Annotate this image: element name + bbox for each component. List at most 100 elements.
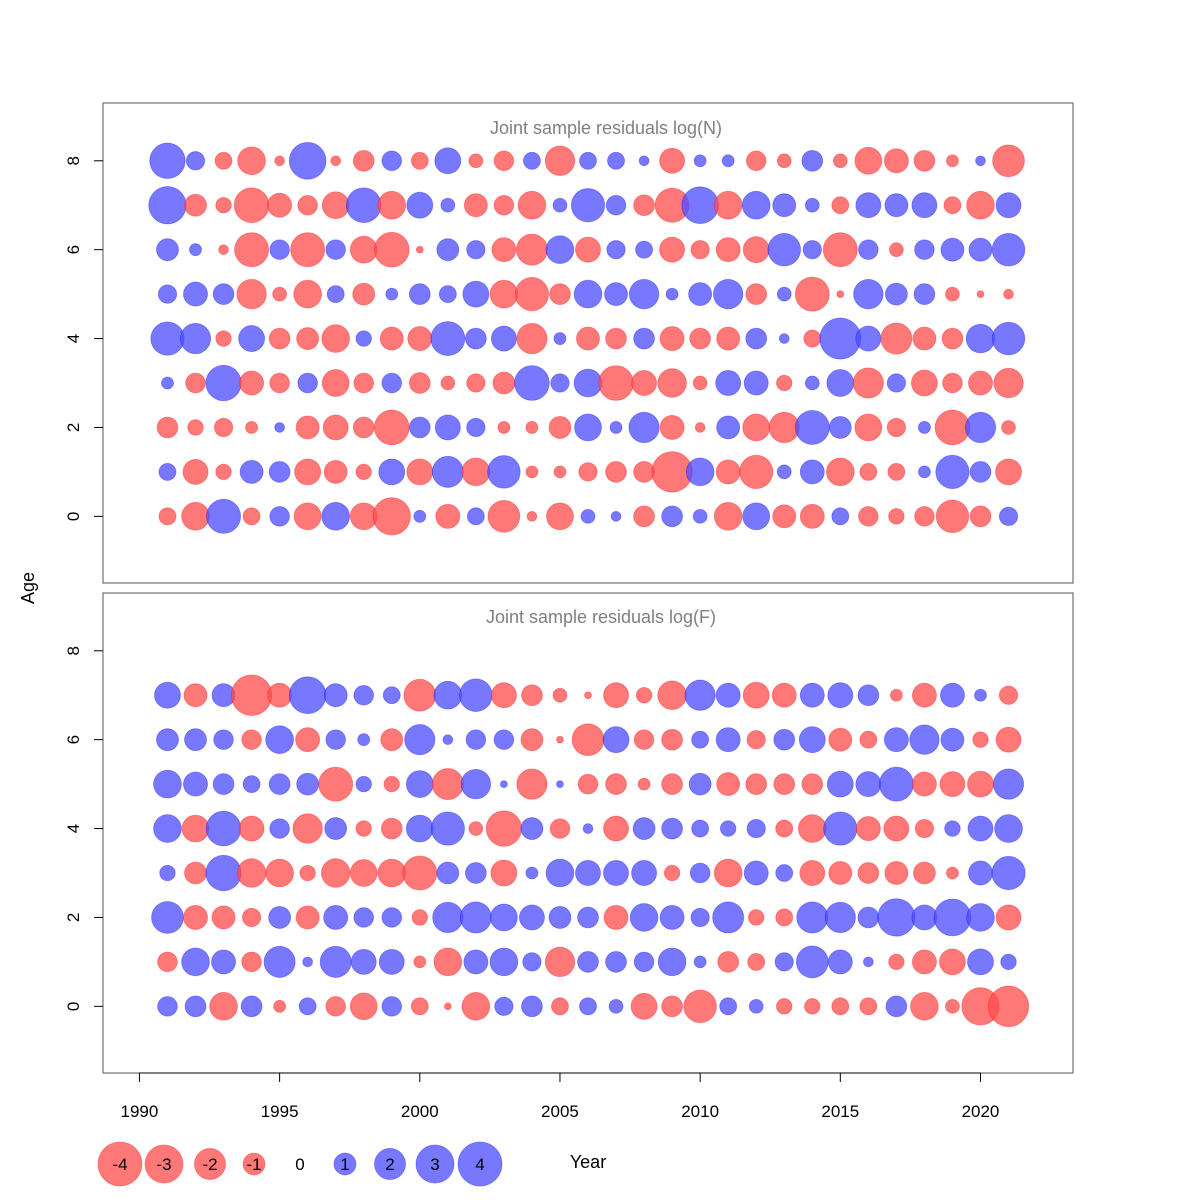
- bubble: [967, 948, 994, 976]
- bubble: [552, 197, 568, 213]
- bubble: [637, 777, 651, 791]
- bubble: [746, 730, 766, 750]
- bubble: [288, 676, 327, 715]
- bubble: [438, 285, 457, 304]
- bubble: [183, 771, 208, 797]
- bubble: [946, 154, 959, 168]
- bubble: [940, 727, 965, 752]
- bubble: [181, 814, 210, 843]
- bubble: [485, 810, 523, 847]
- bubble: [181, 502, 210, 531]
- legend-bubble: [457, 1141, 503, 1187]
- bubble: [239, 459, 264, 484]
- bubble: [801, 773, 824, 795]
- bubble: [577, 906, 599, 929]
- bubble: [633, 951, 655, 973]
- bubble: [794, 409, 830, 445]
- bubble: [972, 731, 989, 748]
- bubble: [267, 682, 293, 708]
- bubble: [855, 192, 882, 219]
- bubble: [322, 414, 349, 441]
- bubble: [717, 951, 740, 973]
- bubble: [748, 998, 764, 1014]
- bubble: [404, 724, 436, 756]
- bubble: [776, 374, 793, 392]
- bubble: [355, 820, 372, 837]
- bubble: [991, 232, 1026, 267]
- bubble: [320, 858, 351, 888]
- bubble: [148, 186, 187, 225]
- bubble: [520, 817, 544, 840]
- bubble: [967, 770, 994, 798]
- bubble: [629, 903, 659, 932]
- bubble: [605, 327, 627, 350]
- bubble: [799, 682, 825, 708]
- bubble: [323, 904, 349, 930]
- bubble: [489, 947, 519, 977]
- bubble: [265, 858, 294, 888]
- bubble: [205, 364, 242, 402]
- legend-bubble: [194, 1148, 226, 1180]
- bubble: [691, 819, 710, 838]
- bubble: [994, 814, 1023, 843]
- bubble: [556, 735, 564, 744]
- bubble: [440, 197, 456, 213]
- bubble: [373, 231, 410, 268]
- bubble: [854, 413, 883, 442]
- legend-label: -1: [246, 1155, 261, 1174]
- bubble: [525, 866, 539, 880]
- bubble: [402, 855, 438, 891]
- legend-bubble: [374, 1148, 406, 1180]
- bubble: [545, 858, 575, 888]
- bubble: [910, 992, 939, 1021]
- y-tick-label: 8: [64, 156, 83, 165]
- bubble: [713, 190, 743, 220]
- bubble: [379, 326, 404, 351]
- bubble: [598, 365, 634, 401]
- bubble: [570, 188, 606, 223]
- bubble: [967, 815, 994, 842]
- bubble: [911, 949, 937, 975]
- bubble: [939, 771, 966, 798]
- bubble: [355, 330, 372, 347]
- bubble: [548, 416, 572, 439]
- bubble: [179, 322, 212, 355]
- legend-label: -2: [202, 1155, 217, 1174]
- bubble: [1001, 420, 1016, 435]
- bubble: [349, 992, 378, 1021]
- bubble: [715, 370, 742, 396]
- bubble: [628, 411, 660, 443]
- bubble: [415, 245, 424, 254]
- bubble: [603, 860, 629, 886]
- bubble: [859, 997, 878, 1016]
- bubble: [716, 772, 741, 797]
- bubble: [911, 192, 938, 219]
- bubble: [215, 330, 232, 347]
- bubble: [405, 770, 434, 798]
- bubble: [772, 504, 797, 529]
- bubble: [411, 909, 428, 926]
- bubble: [352, 149, 375, 172]
- bubble: [606, 240, 626, 260]
- bubble: [665, 287, 679, 301]
- bubble: [719, 820, 737, 837]
- bubble: [430, 321, 466, 356]
- bubble: [378, 458, 406, 486]
- bubble: [355, 775, 372, 793]
- bubble: [858, 506, 879, 527]
- bubble: [822, 232, 858, 268]
- bubble: [943, 196, 962, 215]
- bubble: [321, 502, 350, 531]
- bubble: [940, 682, 965, 708]
- bubble: [381, 996, 403, 1017]
- y-tick-label: 0: [64, 1002, 83, 1011]
- bubble: [245, 421, 258, 434]
- y-axis: 0 2 4 6 8: [64, 156, 103, 521]
- y-tick-label: 2: [64, 913, 83, 922]
- bubble: [158, 507, 177, 526]
- bubble: [889, 242, 904, 258]
- y-tick-label: 6: [64, 735, 83, 744]
- bubble: [523, 151, 541, 170]
- size-legend: -4 -3 -2 -1 0 1 2 3 4: [97, 1141, 503, 1187]
